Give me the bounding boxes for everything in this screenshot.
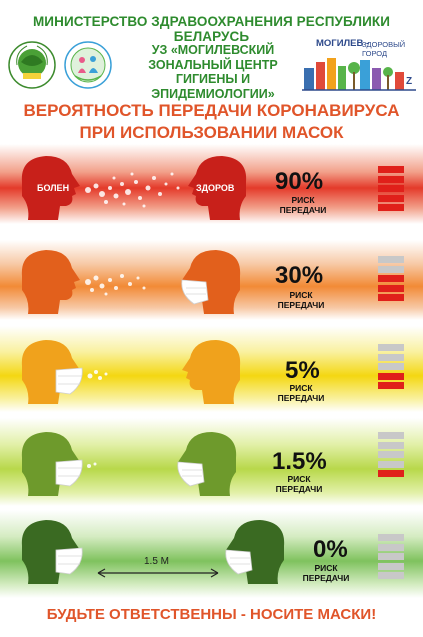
risk-meter-bar	[378, 372, 404, 380]
droplets-cloud-icon	[85, 274, 146, 296]
risk-meter-bar	[378, 534, 404, 541]
sick-person-head-icon	[21, 156, 80, 220]
healthy-label: ЗДОРОВ	[196, 183, 235, 193]
risk-meter-bar	[378, 194, 404, 202]
sick-label: БОЛЕН	[37, 183, 70, 193]
hygiene-center-logo	[63, 40, 113, 90]
risk-caption-line1: РИСК	[287, 474, 311, 484]
risk-caption-line2: ПЕРЕДАЧИ	[275, 484, 323, 494]
risk-percent-2: 30%	[275, 262, 324, 289]
risk-meter-5	[378, 534, 404, 582]
headline: ВЕРОЯТНОСТЬ ПЕРЕДАЧИ КОРОНАВИРУСА ПРИ ИС…	[0, 100, 423, 144]
risk-caption-4: РИСК ПЕРЕДАЧИ	[268, 474, 330, 494]
masked-healthy-person-head-icon	[225, 520, 285, 584]
city-name: МОГИЛЕВ -	[316, 38, 370, 49]
risk-meter-bar	[378, 353, 404, 361]
risk-percent-5: 0%	[313, 536, 348, 563]
risk-caption-3: РИСК ПЕРЕДАЧИ	[270, 383, 332, 403]
risk-percent-1: 90%	[275, 168, 324, 195]
risk-meter-bar	[378, 543, 404, 551]
healthy-person-head-icon	[188, 156, 247, 220]
footer-slogan: БУДЬТЕ ОТВЕТСТВЕННЫ - НОСИТЕ МАСКИ!	[46, 606, 377, 623]
center-name-line3: ГИГИЕНЫ И ЭПИДЕМИОЛОГИИ»	[151, 72, 275, 101]
risk-meter-bar	[378, 344, 404, 351]
healthy-person-head-icon	[182, 340, 241, 404]
center-name: УЗ «МОГИЛЕВСКИЙ ЗОНАЛЬНЫЙ ЦЕНТР ГИГИЕНЫ …	[118, 43, 308, 101]
masked-healthy-person-head-icon	[181, 250, 241, 314]
masked-sick-person-head-icon	[21, 250, 80, 314]
risk-caption-line2: ПЕРЕДАЧИ	[302, 573, 350, 583]
ministry-title: МИНИСТЕРСТВО ЗДРАВООХРАНЕНИЯ РЕСПУБЛИКИ …	[32, 14, 391, 44]
risk-caption-2: РИСК ПЕРЕДАЧИ	[270, 290, 332, 310]
risk-caption-line1: РИСК	[289, 290, 313, 300]
risk-percent-3: 5%	[285, 357, 320, 384]
distance-arrow-icon	[97, 568, 219, 578]
healthy-city-logo: Z	[300, 38, 418, 92]
risk-meter-bar	[378, 572, 404, 579]
risk-meter-bar	[378, 451, 404, 458]
risk-meter-bar	[378, 166, 404, 173]
center-name-line1: УЗ «МОГИЛЕВСКИЙ	[151, 43, 275, 57]
risk-caption-line1: РИСК	[291, 195, 315, 205]
risk-meter-2	[378, 256, 404, 304]
risk-meter-bar	[378, 275, 404, 282]
risk-caption-line2: ПЕРЕДАЧИ	[279, 205, 327, 215]
risk-meter-bar	[378, 363, 404, 370]
risk-caption-line1: РИСК	[289, 383, 313, 393]
risk-caption-5: РИСК ПЕРЕДАЧИ	[295, 563, 357, 583]
distance-label: 1.5 М	[144, 556, 170, 567]
risk-meter-bar	[378, 470, 404, 477]
risk-meter-bar	[378, 460, 404, 468]
droplets-cloud-icon	[87, 370, 108, 380]
risk-meter-bar	[378, 441, 404, 449]
risk-meter-bar	[378, 284, 404, 292]
droplets-cloud-icon	[85, 172, 180, 208]
masked-sick-person-head-icon	[21, 432, 83, 496]
risk-meter-bar	[378, 553, 404, 560]
risk-meter-4	[378, 432, 404, 480]
center-name-line2: ЗОНАЛЬНЫЙ ЦЕНТР	[148, 57, 278, 72]
risk-meter-bar	[378, 256, 404, 263]
risk-meter-1	[378, 166, 404, 214]
city-slogan: ЗДОРОВЫЙ ГОРОД	[362, 40, 406, 58]
risk-meter-bar	[378, 382, 404, 389]
risk-caption-line2: ПЕРЕДАЧИ	[277, 300, 325, 310]
masked-sick-person-head-icon	[21, 520, 83, 584]
risk-percent-4: 1.5%	[272, 448, 327, 475]
headline-line2: ПРИ ИСПОЛЬЗОВАНИИ МАСОК	[79, 123, 344, 142]
risk-meter-bar	[378, 432, 404, 439]
droplets-cloud-icon	[87, 462, 97, 468]
health-emblem-logo	[7, 40, 57, 90]
risk-meter-bar	[378, 265, 404, 273]
risk-meter-bar	[378, 204, 404, 211]
risk-meter-3	[378, 344, 404, 392]
risk-meter-bar	[378, 294, 404, 301]
masked-sick-person-head-icon	[21, 340, 83, 404]
risk-caption-line1: РИСК	[314, 563, 338, 573]
masked-healthy-person-head-icon	[177, 432, 237, 496]
headline-line1: ВЕРОЯТНОСТЬ ПЕРЕДАЧИ КОРОНАВИРУСА	[23, 101, 400, 120]
risk-meter-bar	[378, 175, 404, 183]
risk-caption-1: РИСК ПЕРЕДАЧИ	[272, 195, 334, 215]
risk-meter-bar	[378, 185, 404, 192]
risk-meter-bar	[378, 562, 404, 570]
risk-caption-line2: ПЕРЕДАЧИ	[277, 393, 325, 403]
svg-text:Z: Z	[406, 76, 412, 87]
